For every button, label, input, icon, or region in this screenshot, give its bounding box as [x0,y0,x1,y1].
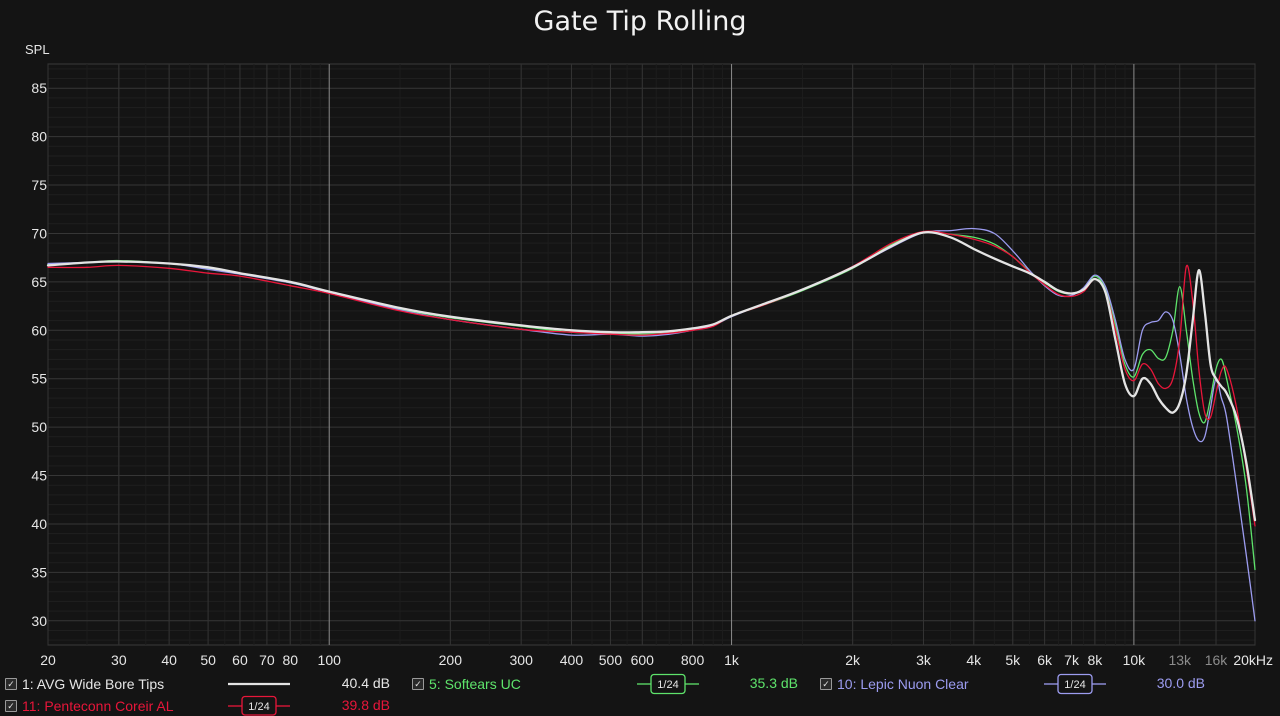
legend-db-value: 40.4 dB [341,675,390,691]
legend-smoothing-label: 1/24 [657,679,678,691]
x-tick-label: 6k [1037,652,1053,668]
legend-line-swatch [228,682,290,686]
legend-entry-lepic-nuon-clear[interactable]: ✓ 10: Lepic Nuon Clear [820,675,969,693]
y-tick-label: 30 [31,613,47,629]
x-tick-label: 80 [282,652,298,668]
legend-label: 11: Penteconn Coreir AL [22,698,174,714]
x-tick-label: 600 [631,652,655,668]
y-tick-label: 50 [31,419,47,435]
y-tick-label: 70 [31,225,47,241]
x-tick-label: 7k [1064,652,1080,668]
x-tick-label: 400 [560,652,584,668]
plot-area [47,63,1256,646]
x-tick-label: 20 [40,652,56,668]
legend-smoothing-swatch: 1/24 [1044,673,1106,695]
legend-db-value: 30.0 dB [1156,675,1205,691]
x-tick-label: 20kHz [1233,652,1273,668]
tick-labels: 30 35 40 45 50 55 60 65 70 75 80 85 20 30 40 50 60 70 80 10… [31,80,1273,668]
y-tick-label: 85 [31,80,47,96]
x-tick-label: 1k [724,652,740,668]
x-tick-label: 8k [1087,652,1103,668]
x-tick-label: 500 [599,652,623,668]
x-tick-label: 10k [1123,652,1147,668]
legend-entry-softears-uc[interactable]: ✓ 5: Softears UC [412,675,521,693]
y-axis-label: SPL [25,42,50,57]
legend-label: 5: Softears UC [429,676,521,692]
checkbox-icon[interactable]: ✓ [412,678,424,690]
grid [47,63,1256,646]
x-tick-label: 5k [1005,652,1021,668]
y-tick-label: 35 [31,564,47,580]
x-tick-label: 300 [510,652,534,668]
x-tick-label: 60 [232,652,248,668]
y-tick-label: 45 [31,468,47,484]
y-tick-label: 55 [31,371,47,387]
x-tick-label: 13k [1168,652,1192,668]
legend-smoothing-label: 1/24 [1064,679,1085,691]
series-lines [46,227,1257,622]
legend-entry-avg-wide-bore-tips[interactable]: ✓ 1: AVG Wide Bore Tips [5,675,164,693]
x-tick-label: 100 [318,652,342,668]
x-tick-label: 70 [259,652,275,668]
legend-smoothing-swatch: 1/24 [637,673,699,695]
x-tick-label: 16k [1205,652,1229,668]
legend-entry-penteconn-coreir-al[interactable]: ✓ 11: Penteconn Coreir AL [5,697,174,715]
y-tick-label: 60 [31,322,47,338]
x-tick-label: 30 [111,652,127,668]
x-tick-label: 3k [916,652,932,668]
legend-db-value: 39.8 dB [341,697,390,713]
y-tick-label: 80 [31,129,47,145]
x-tick-label: 4k [966,652,982,668]
y-tick-label: 40 [31,516,47,532]
checkbox-icon[interactable]: ✓ [820,678,832,690]
checkbox-icon[interactable]: ✓ [5,700,17,712]
legend-smoothing-label: 1/24 [248,701,269,713]
legend-label: 1: AVG Wide Bore Tips [22,676,165,692]
legend-smoothing-swatch: 1/24 [228,695,290,716]
y-tick-label: 75 [31,177,47,193]
x-tick-label: 2k [845,652,861,668]
x-tick-label: 200 [439,652,463,668]
series-line-1-avg-wide-bore-tips [46,231,1257,522]
legend-label: 10: Lepic Nuon Clear [837,676,969,692]
legend-db-value: 35.3 dB [749,675,798,691]
chart-title: Gate Tip Rolling [533,6,747,37]
x-tick-label: 50 [200,652,216,668]
x-tick-label: 800 [681,652,705,668]
checkbox-icon[interactable]: ✓ [5,678,17,690]
y-tick-label: 65 [31,274,47,290]
x-tick-label: 40 [161,652,177,668]
